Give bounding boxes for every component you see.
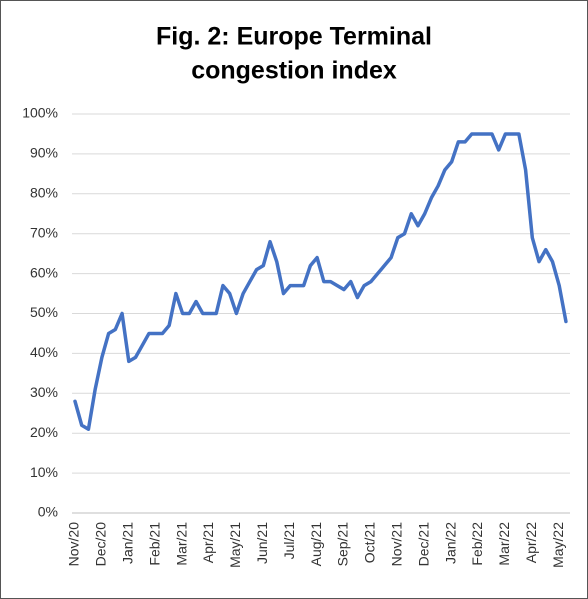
data-line — [73, 132, 568, 431]
y-tick-label: 60% — [30, 264, 58, 280]
x-tick-label: Mar/22 — [496, 522, 512, 566]
x-tick-label: Feb/21 — [146, 522, 162, 566]
y-tick-label: 80% — [30, 185, 58, 201]
x-tick-label: Jan/22 — [442, 522, 458, 564]
y-tick-label: 30% — [30, 384, 58, 400]
y-tick-label: 100% — [22, 105, 58, 121]
x-tick-label: Oct/21 — [362, 522, 378, 563]
x-tick-label: Dec/20 — [93, 522, 109, 567]
x-tick-label: Jan/21 — [120, 522, 136, 564]
chart-title: Fig. 2: Europe Terminal — [156, 23, 432, 51]
y-tick-label: 0% — [38, 504, 58, 520]
x-tick-label: Jun/21 — [254, 522, 270, 564]
y-tick-label: 50% — [30, 304, 58, 320]
y-tick-label: 70% — [30, 224, 58, 240]
x-tick-label: May/21 — [227, 522, 243, 568]
x-tick-label: May/22 — [550, 522, 566, 568]
y-tick-label: 10% — [30, 464, 58, 480]
y-tick-label: 90% — [30, 145, 58, 161]
x-tick-label: Sep/21 — [335, 522, 351, 567]
x-tick-label: Nov/20 — [66, 522, 82, 567]
x-tick-label: Dec/21 — [415, 522, 431, 567]
x-tick-label: Apr/21 — [200, 522, 216, 563]
chart-subtitle: congestion index — [191, 57, 397, 85]
x-tick-label: Feb/22 — [469, 522, 485, 566]
x-tick-label: Aug/21 — [308, 522, 324, 567]
y-tick-label: 40% — [30, 344, 58, 360]
y-tick-label: 20% — [30, 424, 58, 440]
x-tick-label: Jul/21 — [281, 522, 297, 560]
x-tick-label: Mar/21 — [173, 522, 189, 566]
x-tick-label: Nov/21 — [389, 522, 405, 567]
x-tick-label: Apr/22 — [523, 522, 539, 563]
